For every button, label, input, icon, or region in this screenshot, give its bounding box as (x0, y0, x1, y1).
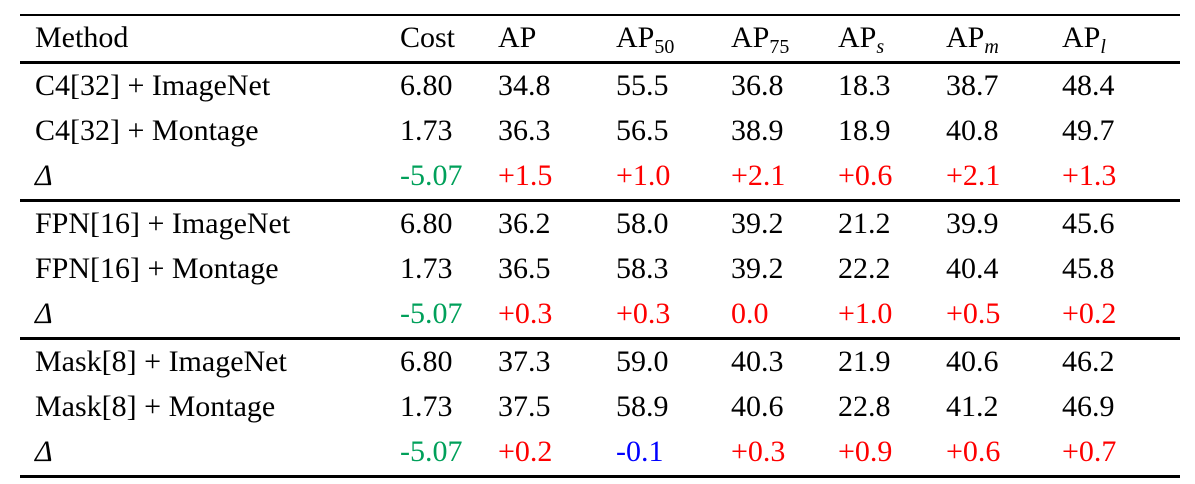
value-cell: +0.5 (946, 297, 1001, 330)
value-cell: 18.3 (838, 69, 891, 102)
value-cell: 36.5 (498, 252, 551, 285)
results-table: Method Cost AP AP50 AP75 APs APm APl C4[32] + I… (20, 14, 1180, 478)
value-cell: +1.0 (616, 159, 671, 192)
value-cell: 0.0 (731, 297, 769, 330)
column-header-apm: APm (946, 21, 999, 58)
value-cell: 36.8 (731, 69, 784, 102)
value-cell: 38.7 (946, 69, 999, 102)
value-cell: -5.07 (400, 159, 463, 192)
method-cell: Δ (20, 430, 400, 477)
value-cell: 36.3 (498, 114, 551, 147)
value-cell: +2.1 (946, 159, 1001, 192)
value-cell: +0.7 (1062, 435, 1117, 468)
column-header-aps: APs (838, 21, 885, 58)
method-cell: C4[32] + Montage (35, 114, 259, 147)
method-cell: Mask[8] + Montage (35, 390, 276, 423)
value-cell: +0.9 (838, 435, 893, 468)
column-header-apl: APl (1062, 21, 1106, 58)
table-row: C4[32] + Montage 1.73 36.3 56.5 38.9 18.9 40.8… (20, 109, 1180, 154)
value-cell: 59.0 (616, 345, 669, 378)
value-cell: 40.3 (731, 345, 784, 378)
column-header-ap50: AP50 (616, 21, 675, 58)
delta-row: Δ -5.07 +0.2 -0.1 +0.3 +0.9 +0.6 +0.7 (20, 430, 1180, 477)
value-cell: 41.2 (946, 390, 999, 423)
value-cell: 37.3 (498, 345, 551, 378)
value-cell: 21.9 (838, 345, 891, 378)
value-cell: +0.2 (1062, 297, 1117, 330)
value-cell: +1.5 (498, 159, 553, 192)
value-cell: 46.2 (1062, 345, 1115, 378)
value-cell: 58.3 (616, 252, 669, 285)
value-cell: 56.5 (616, 114, 669, 147)
value-cell: 46.9 (1062, 390, 1115, 423)
value-cell: +0.3 (616, 297, 671, 330)
value-cell: 37.5 (498, 390, 551, 423)
value-cell: 39.2 (731, 207, 784, 240)
delta-symbol: Δ (35, 435, 53, 468)
header-row: Method Cost AP AP50 AP75 APs APm APl (20, 15, 1180, 63)
value-cell: 40.6 (946, 345, 999, 378)
value-cell: 22.2 (838, 252, 891, 285)
value-cell: 6.80 (400, 69, 453, 102)
value-cell: 1.73 (400, 114, 453, 147)
value-cell: -0.1 (616, 435, 664, 468)
table-row: FPN[16] + Montage 1.73 36.5 58.3 39.2 22.2 40.… (20, 247, 1180, 292)
method-cell: Δ (20, 292, 400, 339)
value-cell: -5.07 (400, 435, 463, 468)
value-cell: 45.8 (1062, 252, 1115, 285)
table-header: Method Cost AP AP50 AP75 APs APm APl (20, 15, 1180, 63)
value-cell: 6.80 (400, 207, 453, 240)
value-cell: +0.3 (731, 435, 786, 468)
table-row: Mask[8] + Montage 1.73 37.5 58.9 40.6 22.8 41.… (20, 385, 1180, 430)
table-row: Mask[8] + ImageNet 6.80 37.3 59.0 40.3 21.9 40… (20, 339, 1180, 386)
value-cell: 6.80 (400, 345, 453, 378)
value-cell: 55.5 (616, 69, 669, 102)
value-cell: 18.9 (838, 114, 891, 147)
value-cell: 39.9 (946, 207, 999, 240)
value-cell: +1.0 (838, 297, 893, 330)
table-row: FPN[16] + ImageNet 6.80 36.2 58.0 39.2 21.2 39… (20, 201, 1180, 248)
value-cell: 40.6 (731, 390, 784, 423)
value-cell: 1.73 (400, 252, 453, 285)
method-cell: Mask[8] + ImageNet (35, 345, 287, 378)
column-header-ap75: AP75 (731, 21, 790, 58)
value-cell: 22.8 (838, 390, 891, 423)
column-header-cost: Cost (400, 21, 456, 54)
method-cell: FPN[16] + ImageNet (35, 207, 291, 240)
value-cell: +1.3 (1062, 159, 1117, 192)
value-cell: 36.2 (498, 207, 551, 240)
value-cell: +2.1 (731, 159, 786, 192)
table-group-3: Mask[8] + ImageNet 6.80 37.3 59.0 40.3 21.9 40… (20, 339, 1180, 477)
value-cell: 49.7 (1062, 114, 1115, 147)
column-header-method: Method (35, 21, 129, 54)
value-cell: 39.2 (731, 252, 784, 285)
delta-symbol: Δ (35, 297, 53, 330)
method-cell: Δ (20, 154, 400, 201)
value-cell: 40.4 (946, 252, 999, 285)
value-cell: 58.0 (616, 207, 669, 240)
value-cell: +0.6 (838, 159, 893, 192)
table-row: C4[32] + ImageNet 6.80 34.8 55.5 36.8 18.3 38.… (20, 63, 1180, 110)
value-cell: +0.2 (498, 435, 553, 468)
value-cell: 48.4 (1062, 69, 1115, 102)
delta-symbol: Δ (35, 159, 53, 192)
delta-row: Δ -5.07 +1.5 +1.0 +2.1 +0.6 +2.1 +1.3 (20, 154, 1180, 201)
value-cell: -5.07 (400, 297, 463, 330)
value-cell: 45.6 (1062, 207, 1115, 240)
method-cell: FPN[16] + Montage (35, 252, 279, 285)
value-cell: 21.2 (838, 207, 891, 240)
value-cell: 34.8 (498, 69, 551, 102)
value-cell: 38.9 (731, 114, 784, 147)
delta-row: Δ -5.07 +0.3 +0.3 0.0 +1.0 +0.5 +0.2 (20, 292, 1180, 339)
value-cell: 58.9 (616, 390, 669, 423)
method-cell: C4[32] + ImageNet (35, 69, 271, 102)
value-cell: 40.8 (946, 114, 999, 147)
table-group-2: FPN[16] + ImageNet 6.80 36.2 58.0 39.2 21.2 39… (20, 201, 1180, 339)
column-header-ap: AP (498, 21, 537, 54)
value-cell: +0.6 (946, 435, 1001, 468)
value-cell: +0.3 (498, 297, 553, 330)
value-cell: 1.73 (400, 390, 453, 423)
table-group-1: C4[32] + ImageNet 6.80 34.8 55.5 36.8 18.3 38.… (20, 63, 1180, 201)
